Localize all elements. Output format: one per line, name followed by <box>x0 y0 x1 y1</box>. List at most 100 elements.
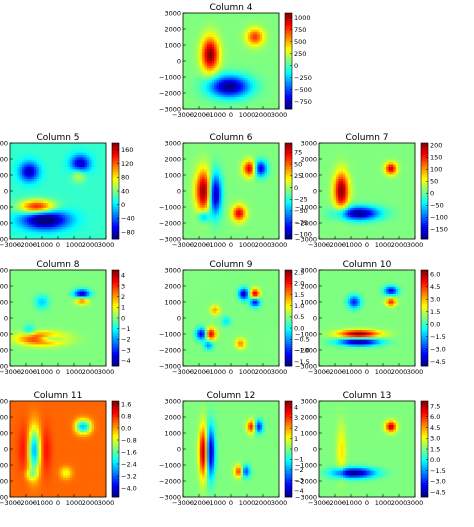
heatmap-cell <box>74 145 78 149</box>
heatmap-cell <box>250 162 253 165</box>
heatmap-cell <box>240 39 244 43</box>
heatmap-cell <box>19 171 23 175</box>
heatmap-cell <box>43 171 47 175</box>
heatmap-cell <box>190 157 193 161</box>
heatmap-cell <box>252 25 256 28</box>
heatmap-cell <box>46 186 49 189</box>
heatmap-cell <box>46 203 49 206</box>
heatmap-cell <box>243 203 246 206</box>
heatmap-cell <box>183 99 186 103</box>
heatmap-cell <box>257 97 261 100</box>
heatmap-cell <box>72 200 76 204</box>
heatmap-cell <box>255 205 258 209</box>
heatmap-cell <box>187 65 191 69</box>
heatmap-cell <box>24 229 28 233</box>
heatmap-cell <box>226 195 229 199</box>
heatmap-cell <box>79 186 83 189</box>
heatmap-cell <box>86 164 90 168</box>
heatmap-cell <box>185 77 189 81</box>
heatmap-cell <box>221 92 225 95</box>
heatmap-cell <box>221 61 225 64</box>
heatmap-cell <box>41 229 44 233</box>
heatmap-cell <box>103 203 107 206</box>
heatmap-cell <box>22 229 25 233</box>
heatmap-cell <box>26 191 30 194</box>
heatmap-cell <box>202 34 205 38</box>
heatmap-cell <box>24 171 28 175</box>
heatmap-cell <box>79 195 83 199</box>
heatmap-cell <box>238 215 241 218</box>
heatmap-cell <box>231 13 234 16</box>
heatmap-cell <box>10 198 13 201</box>
heatmap-cell <box>46 164 49 168</box>
heatmap-cell <box>223 87 227 91</box>
heatmap-cell <box>235 219 239 223</box>
heatmap-cell <box>197 217 201 221</box>
heatmap-cell <box>82 145 85 149</box>
heatmap-cell <box>14 203 18 206</box>
heatmap-cell <box>199 70 203 74</box>
heatmap-cell <box>74 198 78 201</box>
heatmap-cell <box>233 215 237 218</box>
heatmap-cell <box>19 198 23 201</box>
heatmap-cell <box>231 145 234 149</box>
heatmap-cell <box>255 39 258 43</box>
heatmap-cell <box>262 188 265 192</box>
heatmap-cell <box>228 92 232 95</box>
heatmap-cell <box>257 68 261 71</box>
heatmap-cell <box>209 236 213 240</box>
heatmap-cell <box>255 58 258 62</box>
heatmap-cell <box>228 63 232 67</box>
heatmap-cell <box>53 145 56 149</box>
heatmap-cell <box>240 152 244 156</box>
heatmap-cell <box>233 27 237 31</box>
heatmap-cell <box>187 227 191 230</box>
heatmap-cell <box>192 106 196 110</box>
heatmap-cell <box>252 155 256 158</box>
heatmap-cell <box>271 234 275 237</box>
colorbar-tick-label: −750 <box>294 98 312 106</box>
heatmap-cell <box>46 193 49 197</box>
heatmap-cell <box>223 51 227 55</box>
heatmap-cell <box>250 39 253 43</box>
heatmap-cell <box>247 46 251 50</box>
heatmap-cell <box>19 157 23 161</box>
heatmap-cell <box>269 15 273 19</box>
heatmap-cell <box>233 171 237 175</box>
heatmap-cell <box>50 227 54 230</box>
heatmap-cell <box>223 41 227 45</box>
heatmap-cell <box>207 63 210 67</box>
heatmap-cell <box>269 97 273 100</box>
heatmap-cell <box>29 150 32 153</box>
heatmap-cell <box>276 215 280 218</box>
heatmap-cell <box>190 75 193 79</box>
heatmap-cell <box>257 157 261 161</box>
heatmap-cell <box>269 152 273 156</box>
heatmap-cell <box>17 176 20 180</box>
heatmap-cell <box>183 22 186 26</box>
heatmap-cell <box>211 73 215 76</box>
heatmap-cell <box>202 25 205 28</box>
heatmap-cell <box>264 179 268 182</box>
heatmap-cell <box>219 20 222 23</box>
heatmap-cell <box>245 183 249 187</box>
heatmap-cell <box>252 34 256 38</box>
heatmap-cell <box>53 219 56 223</box>
heatmap-cell <box>199 39 203 43</box>
heatmap-cell <box>221 150 225 153</box>
heatmap-cell <box>199 75 203 79</box>
heatmap-cell <box>72 195 76 199</box>
heatmap-cell <box>243 104 246 107</box>
heatmap-cell <box>259 41 263 45</box>
heatmap-cell <box>53 231 56 235</box>
heatmap-cell <box>240 13 244 16</box>
heatmap-cell <box>195 200 198 204</box>
heatmap-cell <box>62 227 66 230</box>
heatmap-cell <box>183 70 186 74</box>
heatmap-cell <box>204 97 208 100</box>
heatmap-cell <box>255 13 258 16</box>
heatmap-cell <box>77 145 80 149</box>
heatmap-cell <box>262 167 265 170</box>
heatmap-cell <box>98 212 102 216</box>
heatmap-cell <box>264 82 268 86</box>
